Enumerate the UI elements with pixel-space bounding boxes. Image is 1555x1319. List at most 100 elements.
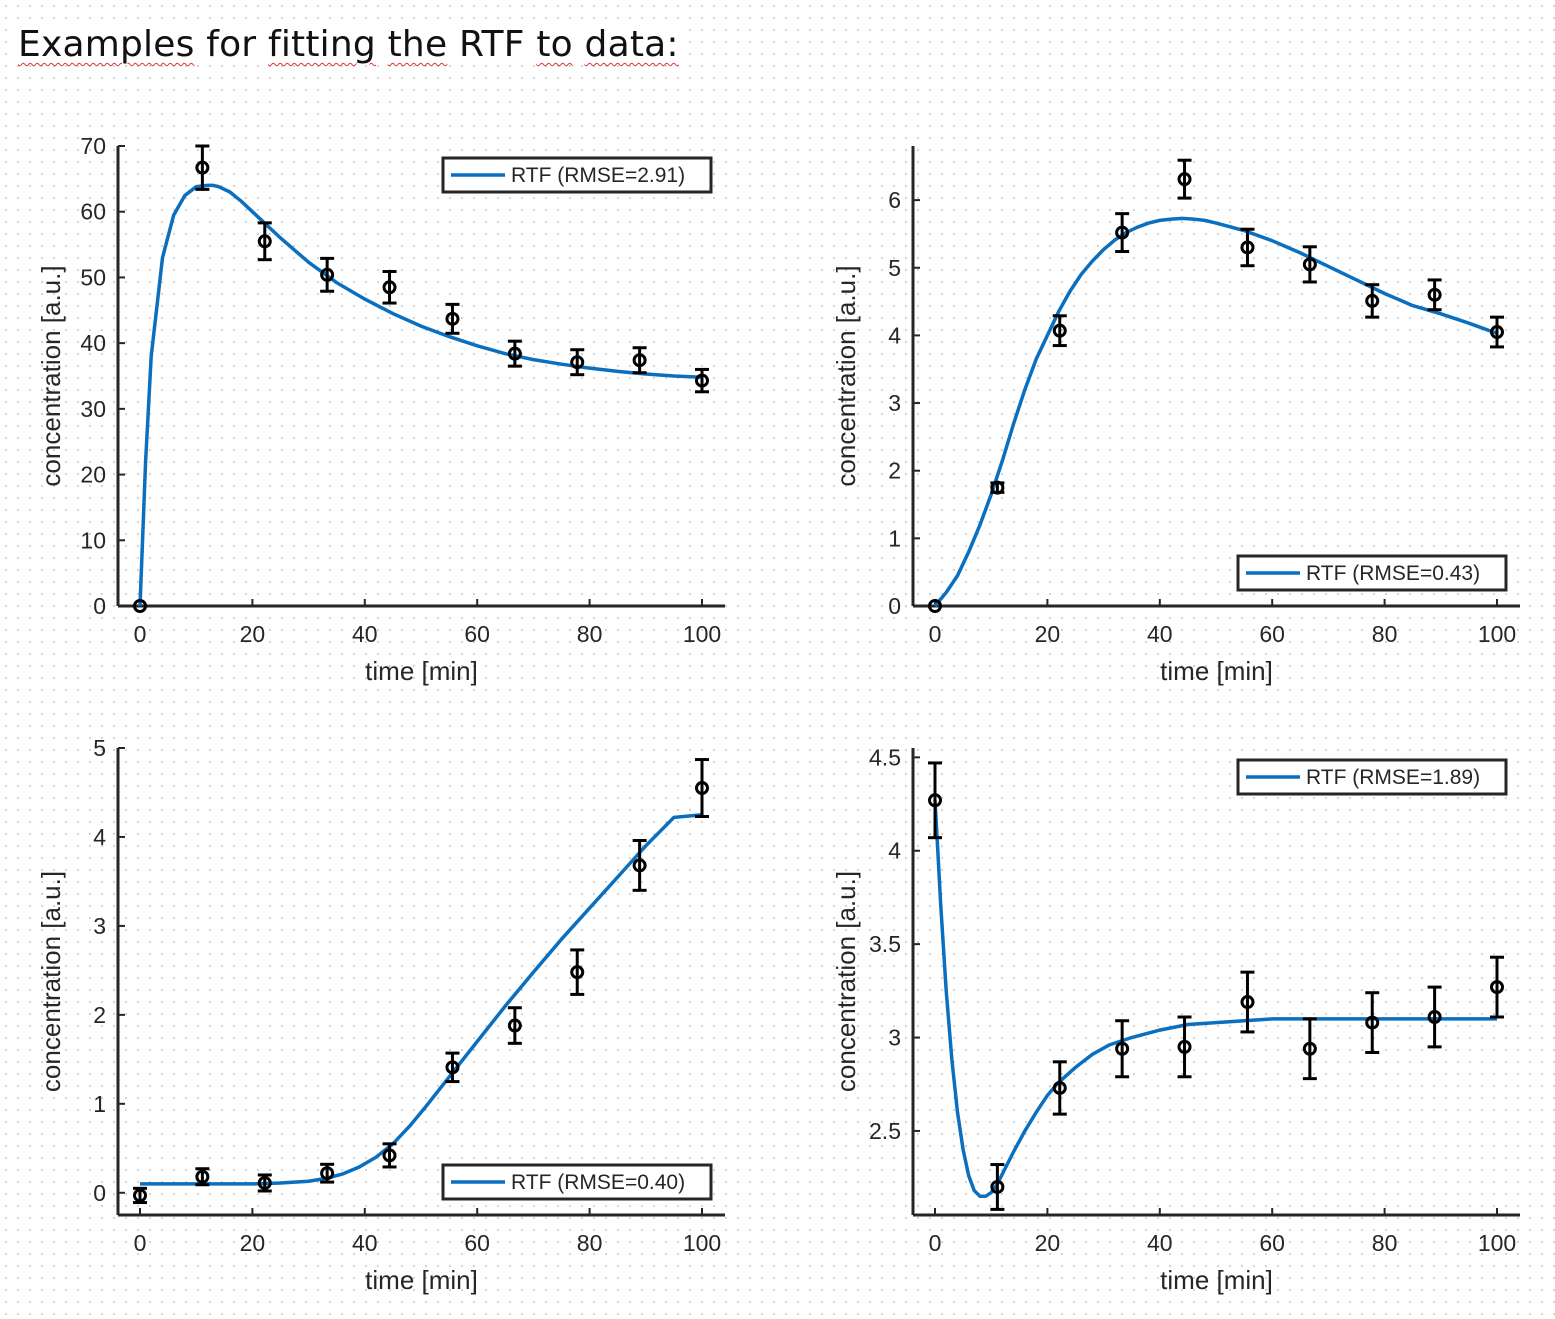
y-tick-label: 1 — [888, 525, 901, 551]
data-point — [570, 965, 585, 980]
fit-line-rtf — [933, 216, 1498, 608]
y-tick-label: 5 — [93, 735, 106, 761]
x-tick-label: 60 — [1259, 1230, 1285, 1256]
x-axis-label: time [min] — [365, 656, 478, 686]
title-word: for — [206, 24, 257, 65]
legend-label: RTF (RMSE=0.43) — [1306, 562, 1480, 585]
x-tick-label: 100 — [1478, 621, 1516, 647]
data-point — [990, 1179, 1005, 1194]
x-tick-label: 0 — [134, 621, 147, 647]
y-tick-label: 4 — [888, 322, 901, 348]
x-tick-label: 80 — [577, 621, 603, 647]
x-axis-label: time [min] — [365, 1265, 478, 1295]
x-tick-label: 80 — [577, 1230, 603, 1256]
x-tick-label: 80 — [1372, 621, 1398, 647]
y-tick-label: 2.5 — [869, 1118, 901, 1144]
y-tick-label: 0 — [93, 1180, 106, 1206]
y-tick-label: 50 — [80, 264, 106, 290]
data-point — [570, 355, 585, 370]
data-point — [1177, 172, 1192, 187]
data-point — [632, 858, 647, 873]
y-axis-label: concentration [a.u.] — [831, 871, 861, 1092]
data-point — [1240, 240, 1255, 255]
title-word: to — [536, 24, 573, 65]
y-tick-label: 3 — [888, 1025, 901, 1051]
x-tick-label: 20 — [1035, 621, 1061, 647]
data-point — [445, 311, 460, 326]
y-tick-label: 2 — [93, 1002, 106, 1028]
chart-panel-3: 0 20 40 60 80 100 0 1 2 3 4 5 time [min] concentratio… — [36, 735, 725, 1295]
legend: RTF (RMSE=0.43) — [1236, 554, 1508, 592]
data-point — [257, 234, 272, 249]
data-point — [1490, 980, 1504, 995]
x-tick-label: 60 — [464, 621, 490, 647]
data-point — [382, 1148, 397, 1163]
y-tick-label: 40 — [80, 330, 106, 356]
data-point — [1427, 287, 1442, 302]
data-point — [507, 1018, 522, 1033]
page-title: Examples for fitting the RTF to data: — [14, 24, 683, 65]
fit-line-rtf — [138, 183, 703, 607]
data-point — [1115, 225, 1130, 240]
x-tick-label: 80 — [1372, 1230, 1398, 1256]
y-axis-label: concentration [a.u.] — [831, 265, 861, 486]
title-word: RTF — [458, 24, 525, 65]
y-tick-label: 4.5 — [869, 744, 901, 770]
title-word: data: — [584, 24, 679, 65]
y-axis-label: concentration [a.u.] — [36, 265, 66, 486]
x-tick-label: 100 — [1478, 1230, 1516, 1256]
data-point — [632, 353, 647, 368]
data-point — [695, 781, 709, 796]
data-point — [1427, 1009, 1442, 1024]
y-tick-label: 4 — [93, 824, 106, 850]
data-point — [195, 1169, 210, 1184]
legend-label: RTF (RMSE=1.89) — [1306, 766, 1480, 789]
data-point — [382, 280, 397, 295]
data-point — [1365, 293, 1380, 308]
y-tick-label: 70 — [80, 133, 106, 159]
y-tick-label: 3 — [888, 390, 901, 416]
fit-line-rtf — [140, 812, 703, 1186]
data-point — [928, 599, 942, 613]
x-tick-label: 40 — [1147, 621, 1173, 647]
y-tick-label: 2 — [888, 458, 901, 484]
data-point — [695, 373, 709, 388]
data-point — [1115, 1041, 1130, 1056]
y-tick-label: 5 — [888, 255, 901, 281]
y-tick-label: 60 — [80, 199, 106, 225]
legend: RTF (RMSE=1.89) — [1236, 758, 1508, 796]
chart-panel-2: 0 20 40 60 80 100 0 1 2 3 4 5 6 time [min] concentrati… — [831, 146, 1520, 686]
x-tick-label: 0 — [929, 1230, 942, 1256]
data-point — [1177, 1039, 1192, 1054]
data-point — [928, 793, 942, 808]
x-tick-label: 20 — [1035, 1230, 1061, 1256]
fit-line-rtf — [933, 800, 1497, 1199]
y-tick-label: 10 — [80, 527, 106, 553]
x-tick-label: 60 — [464, 1230, 490, 1256]
y-axis-label: concentration [a.u.] — [36, 871, 66, 1092]
x-tick-label: 100 — [683, 1230, 721, 1256]
data-point — [257, 1175, 272, 1190]
y-tick-label: 0 — [888, 593, 901, 619]
legend: RTF (RMSE=2.91) — [441, 156, 713, 194]
y-tick-label: 3 — [93, 913, 106, 939]
y-tick-label: 30 — [80, 396, 106, 422]
y-tick-label: 0 — [93, 593, 106, 619]
y-tick-label: 4 — [888, 838, 901, 864]
data-point — [1052, 1080, 1067, 1095]
y-tick-label: 6 — [888, 187, 901, 213]
data-point — [320, 267, 335, 282]
x-tick-label: 20 — [240, 621, 266, 647]
x-tick-label: 100 — [683, 621, 721, 647]
data-point — [445, 1060, 460, 1075]
legend-label: RTF (RMSE=2.91) — [511, 164, 685, 187]
data-point — [990, 480, 1005, 495]
legend: RTF (RMSE=0.40) — [441, 1163, 713, 1201]
x-axis-label: time [min] — [1160, 1265, 1273, 1295]
chart-panel-4: 0 20 40 60 80 100 2.5 3 3.5 4 4.5 time [min] concent… — [831, 744, 1520, 1295]
data-point — [320, 1166, 335, 1181]
x-tick-label: 60 — [1259, 621, 1285, 647]
x-tick-label: 0 — [134, 1230, 147, 1256]
data-point — [1490, 325, 1504, 340]
